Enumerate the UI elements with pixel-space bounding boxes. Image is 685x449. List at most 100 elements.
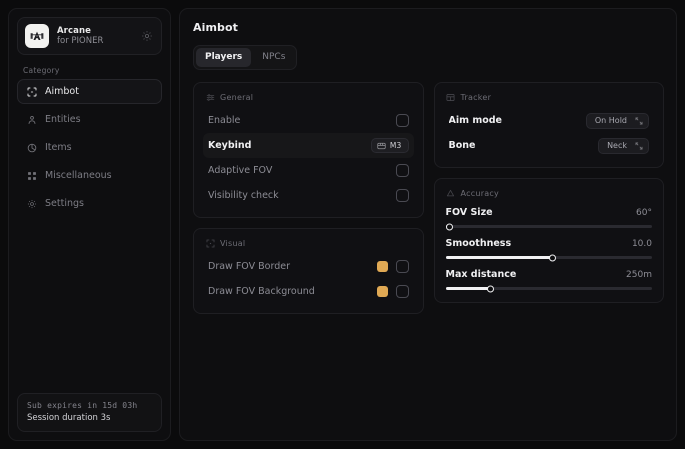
sidebar-item-label: Entities xyxy=(45,114,81,125)
sidebar-nav: Aimbot Entities Items xyxy=(9,79,170,219)
row-adaptive-fov-label: Adaptive FOV xyxy=(208,165,273,176)
row-visibility-check-label: Visibility check xyxy=(208,190,279,201)
slider-fov-size[interactable]: FOV Size 60° xyxy=(444,204,655,235)
card-tracker-title: Tracker xyxy=(460,92,492,102)
settings-columns: General Enable Keybind xyxy=(193,82,664,314)
tab-npcs[interactable]: NPCs xyxy=(262,52,286,62)
slider-fov-size-top: FOV Size 60° xyxy=(446,207,653,218)
row-keybind-label: Keybind xyxy=(208,140,252,151)
gear-icon[interactable] xyxy=(140,29,154,43)
card-visual: Visual Draw FOV Border Draw FOV Backgrou… xyxy=(193,228,424,314)
sidebar-item-entities[interactable]: Entities xyxy=(17,107,162,132)
row-enable-label: Enable xyxy=(208,115,241,126)
main-content: Aimbot Players NPCs xyxy=(179,8,677,441)
slider-smoothness-value: 10.0 xyxy=(631,239,652,249)
row-draw-fov-border[interactable]: Draw FOV Border xyxy=(203,254,414,279)
slider-smoothness-fill xyxy=(445,256,553,259)
page-title: Aimbot xyxy=(193,21,239,34)
sidebar-item-label: Miscellaneous xyxy=(45,170,112,181)
row-bone[interactable]: Bone Neck xyxy=(444,133,655,158)
slider-max-distance-thumb[interactable] xyxy=(487,285,495,292)
sliders-icon xyxy=(205,92,215,102)
slider-smoothness-thumb[interactable] xyxy=(549,254,557,261)
card-tracker: Tracker Aim mode On Hold xyxy=(433,82,664,168)
card-accuracy-header: Accuracy xyxy=(444,187,655,204)
box-icon xyxy=(26,142,37,153)
gear-icon xyxy=(26,198,37,209)
card-accuracy: Accuracy FOV Size 60° xyxy=(433,178,664,303)
card-general-header: General xyxy=(203,91,414,108)
row-draw-fov-background[interactable]: Draw FOV Background xyxy=(203,279,414,304)
expand-arrows-icon xyxy=(634,116,643,125)
target-icon xyxy=(446,188,456,198)
brand-title: Arcane xyxy=(57,25,91,36)
sidebar-item-label: Aimbot xyxy=(45,86,79,97)
slider-smoothness[interactable]: Smoothness 10.0 xyxy=(444,235,655,266)
row-aim-mode[interactable]: Aim mode On Hold xyxy=(444,108,655,133)
adaptive-fov-checkbox[interactable] xyxy=(395,164,409,177)
crosshair-frame-icon xyxy=(26,86,37,97)
row-keybind[interactable]: Keybind M3 xyxy=(203,133,414,158)
brand-card[interactable]: Arcane for PIONER xyxy=(17,17,162,55)
person-icon xyxy=(26,114,37,125)
slider-fov-size-thumb[interactable] xyxy=(446,223,454,230)
brand-text: Arcane for PIONER xyxy=(57,25,132,46)
aim-mode-value: On Hold xyxy=(594,116,627,125)
visibility-check-checkbox[interactable] xyxy=(395,189,409,202)
session-duration-text: Session duration 3s xyxy=(27,413,111,423)
card-visual-header: Visual xyxy=(203,237,414,254)
slider-max-distance-track[interactable] xyxy=(445,285,652,292)
bone-dropdown[interactable]: Neck xyxy=(598,137,649,154)
card-accuracy-title: Accuracy xyxy=(460,188,500,198)
sidebar: Arcane for PIONER Category Aimbot xyxy=(8,8,171,441)
slider-max-distance-top: Max distance 250m xyxy=(446,269,653,280)
slider-max-distance-value: 250m xyxy=(626,270,652,280)
mouse-icon xyxy=(377,141,386,150)
row-draw-fov-background-label: Draw FOV Background xyxy=(208,286,315,297)
sidebar-spacer xyxy=(9,219,170,393)
row-enable[interactable]: Enable xyxy=(203,108,414,133)
left-column: General Enable Keybind xyxy=(193,82,424,314)
draw-fov-border-checkbox[interactable] xyxy=(395,260,409,273)
row-draw-fov-border-label: Draw FOV Border xyxy=(208,261,290,272)
category-label: Category xyxy=(23,66,60,75)
slider-fov-size-value: 60° xyxy=(636,208,652,218)
right-column: Tracker Aim mode On Hold xyxy=(433,82,664,303)
slider-max-distance[interactable]: Max distance 250m xyxy=(444,266,655,293)
sidebar-item-miscellaneous[interactable]: Miscellaneous xyxy=(17,163,162,188)
card-tracker-header: Tracker xyxy=(444,91,655,108)
sub-expiry-text: Sub expires in 15d 03h xyxy=(27,401,138,410)
grid-icon xyxy=(26,170,37,181)
row-visibility-check[interactable]: Visibility check xyxy=(203,183,414,208)
keybind-button[interactable]: M3 xyxy=(370,138,409,153)
fov-border-color-swatch[interactable] xyxy=(376,261,388,272)
slider-smoothness-track[interactable] xyxy=(445,254,652,261)
sidebar-item-label: Settings xyxy=(45,198,84,209)
row-bone-label: Bone xyxy=(448,140,476,151)
slider-fov-size-label: FOV Size xyxy=(445,207,493,218)
card-general: General Enable Keybind xyxy=(193,82,424,218)
fov-background-color-swatch[interactable] xyxy=(376,286,388,297)
slider-fov-size-track[interactable] xyxy=(445,223,652,230)
expand-arrows-icon xyxy=(634,141,643,150)
sidebar-item-aimbot[interactable]: Aimbot xyxy=(17,79,162,104)
enable-checkbox[interactable] xyxy=(395,114,409,127)
sidebar-item-items[interactable]: Items xyxy=(17,135,162,160)
arcane-a-logo-icon xyxy=(25,24,49,48)
draw-fov-background-checkbox[interactable] xyxy=(395,285,409,298)
panel-icon xyxy=(446,92,456,102)
slider-max-distance-label: Max distance xyxy=(445,269,517,280)
subscription-status-box: Sub expires in 15d 03h Session duration … xyxy=(17,393,162,432)
bone-value: Neck xyxy=(607,141,627,150)
sidebar-item-settings[interactable]: Settings xyxy=(17,191,162,216)
row-adaptive-fov[interactable]: Adaptive FOV xyxy=(203,158,414,183)
aim-mode-dropdown[interactable]: On Hold xyxy=(585,112,649,129)
tab-bar: Players NPCs xyxy=(193,45,298,70)
slider-smoothness-top: Smoothness 10.0 xyxy=(446,238,653,249)
keybind-value: M3 xyxy=(389,141,402,150)
slider-max-distance-fill xyxy=(445,287,491,290)
row-aim-mode-label: Aim mode xyxy=(448,115,502,126)
sidebar-item-label: Items xyxy=(45,142,72,153)
tab-players[interactable]: Players xyxy=(196,48,252,67)
